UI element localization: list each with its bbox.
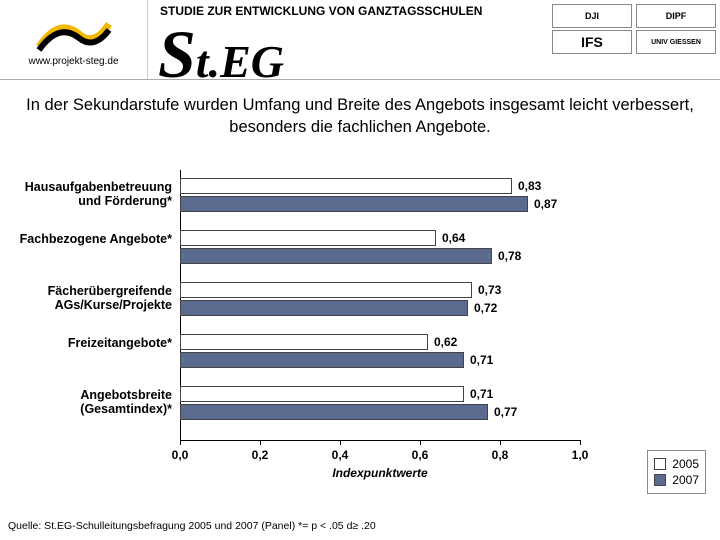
- x-axis-title: Indexpunktwerte: [180, 466, 580, 480]
- chart-area: Indexpunktwerte 0,0 0,2 0,4 0,6 0,8 1,0 0,83 0…: [0, 170, 720, 500]
- x-tick-mark: [580, 440, 581, 445]
- value-label: 0,71: [470, 387, 493, 401]
- bar: [180, 248, 492, 264]
- x-tick-mark: [260, 440, 261, 445]
- legend-label-2005: 2005: [672, 457, 699, 471]
- ifs-logo: IFS: [552, 30, 632, 54]
- x-axis: [180, 440, 580, 441]
- value-label: 0,73: [478, 283, 501, 297]
- value-label: 0,64: [442, 231, 465, 245]
- bar: [180, 282, 472, 298]
- project-url: www.projekt-steg.de: [28, 56, 118, 67]
- value-label: 0,77: [494, 405, 517, 419]
- value-label: 0,87: [534, 197, 557, 211]
- giessen-logo: UNIV GIESSEN: [636, 30, 716, 54]
- legend-item-2005: 2005: [654, 457, 699, 471]
- x-tick-label: 0,2: [252, 448, 269, 462]
- steg-logo: St.EG: [148, 20, 548, 88]
- bar: [180, 352, 464, 368]
- source-note: Quelle: St.EG-Schulleitungsbefragung 200…: [8, 520, 376, 532]
- page-root: www.projekt-steg.de STUDIE ZUR ENTWICKLU…: [0, 0, 720, 540]
- category-label: Hausaufgabenbetreuung und Förderung*: [2, 180, 172, 209]
- dipf-logo: DIPF: [636, 4, 716, 28]
- value-label: 0,62: [434, 335, 457, 349]
- bar: [180, 300, 468, 316]
- x-tick-label: 0,6: [412, 448, 429, 462]
- bar: [180, 404, 488, 420]
- legend-swatch-2005: [654, 458, 666, 470]
- x-tick-mark: [420, 440, 421, 445]
- category-label: Fächerübergreifende AGs/Kurse/Projekte: [2, 284, 172, 313]
- bar: [180, 386, 464, 402]
- x-tick-label: 0,4: [332, 448, 349, 462]
- category-label: Fachbezogene Angebote*: [2, 232, 172, 246]
- dji-logo: DJI: [552, 4, 632, 28]
- header-mid: STUDIE ZUR ENTWICKLUNG VON GANZTAGSSCHUL…: [148, 0, 548, 79]
- bar: [180, 334, 428, 350]
- header-left: www.projekt-steg.de: [0, 0, 148, 79]
- x-tick-mark: [340, 440, 341, 445]
- subtitle-text: In der Sekundarstufe wurden Umfang und B…: [0, 80, 720, 145]
- legend-swatch-2007: [654, 474, 666, 486]
- category-label: Freizeitangebote*: [2, 336, 172, 350]
- header-right-logos: DJI DIPF IFS UNIV GIESSEN: [548, 0, 720, 79]
- steg-s: S: [158, 16, 196, 92]
- study-title: STUDIE ZUR ENTWICKLUNG VON GANZTAGSSCHUL…: [148, 0, 548, 20]
- waves-logo-icon: [34, 12, 114, 52]
- header: www.projekt-steg.de STUDIE ZUR ENTWICKLU…: [0, 0, 720, 80]
- steg-rest: t.EG: [196, 36, 284, 87]
- value-label: 0,71: [470, 353, 493, 367]
- x-tick-label: 0,8: [492, 448, 509, 462]
- value-label: 0,72: [474, 301, 497, 315]
- x-tick-label: 1,0: [572, 448, 589, 462]
- x-tick-label: 0,0: [172, 448, 189, 462]
- bar: [180, 196, 528, 212]
- plot-region: Indexpunktwerte 0,00,20,40,60,81,0 0,830…: [180, 170, 580, 440]
- legend-label-2007: 2007: [672, 473, 699, 487]
- bar: [180, 178, 512, 194]
- value-label: 0,83: [518, 179, 541, 193]
- bar: [180, 230, 436, 246]
- legend: 2005 2007: [647, 450, 706, 494]
- x-tick-mark: [500, 440, 501, 445]
- x-tick-mark: [180, 440, 181, 445]
- legend-item-2007: 2007: [654, 473, 699, 487]
- value-label: 0,78: [498, 249, 521, 263]
- category-label: Angebotsbreite (Gesamtindex)*: [2, 388, 172, 417]
